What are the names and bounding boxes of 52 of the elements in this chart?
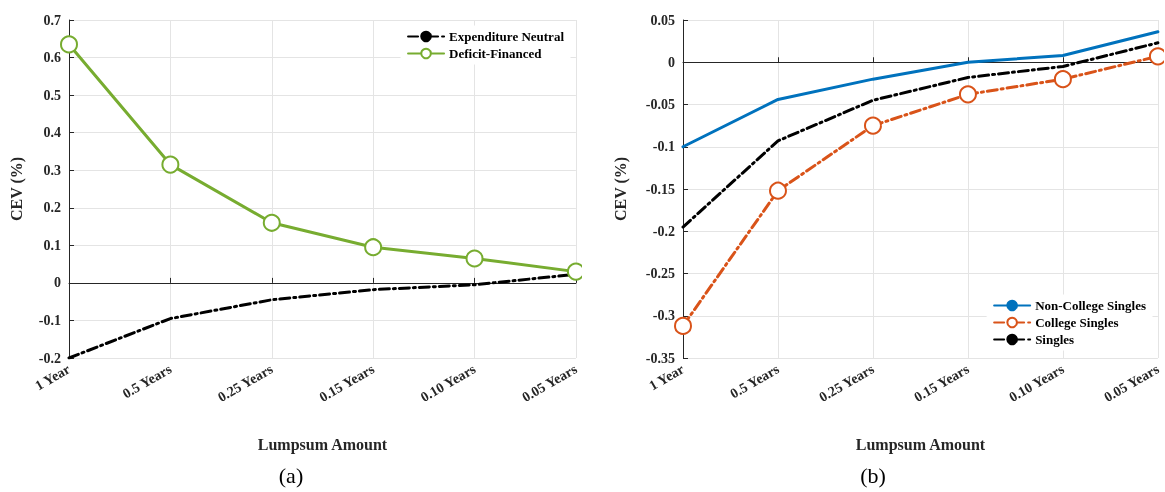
line-series: [681, 30, 1160, 149]
point: [674, 316, 692, 335]
point: [863, 116, 882, 135]
y-tick-label: 0.4: [43, 125, 61, 141]
x-tick-label: 0.05 Years: [519, 361, 581, 405]
x-axis-title: Lumpsum Amount: [257, 435, 388, 454]
legend-label: Singles: [1035, 332, 1075, 347]
y-tick-label: -0.2: [652, 223, 675, 239]
y-tick-label: -0.35: [645, 350, 675, 366]
point: [364, 238, 383, 257]
y-tick-label: 0: [54, 275, 61, 291]
x-tick-label: 0.10 Years: [418, 361, 479, 405]
y-tick-label: -0.1: [652, 139, 675, 155]
x-tick-label: 0.25 Years: [215, 361, 276, 405]
y-axis-title: CEV (%): [7, 156, 26, 222]
line-series: [681, 41, 1160, 229]
y-tick-label: 0.7: [43, 12, 61, 28]
x-tick-label: 0.5 Years: [727, 361, 783, 402]
y-tick-label: -0.25: [645, 266, 675, 281]
text: (a): [278, 462, 304, 488]
y-tick-label: 0.05: [650, 12, 675, 28]
legend-label: College Singles: [1035, 315, 1119, 330]
text: (b): [860, 462, 886, 488]
y-axis-title: CEV (%): [611, 156, 630, 222]
x-tick-label: 0.15 Years: [911, 361, 973, 405]
x-tick-label: 0.10 Years: [1006, 361, 1068, 405]
point: [161, 155, 180, 174]
y-tick-label: -0.15: [645, 181, 675, 197]
point: [60, 35, 78, 54]
y-tick-label: 0.2: [43, 200, 61, 216]
x-tick-label: 0.25 Years: [816, 361, 878, 405]
y-tick-label: 0.1: [43, 237, 61, 253]
point: [1053, 70, 1072, 89]
x-tick-label: 0.5 Years: [119, 361, 175, 402]
y-tick-label: 0.6: [43, 50, 61, 66]
point: [465, 249, 484, 268]
y-tick-label: -0.2: [38, 350, 61, 366]
y-tick-label: -0.3: [652, 308, 675, 324]
y-tick-label: 0.3: [43, 162, 61, 178]
point: [262, 213, 281, 232]
y-tick-label: 0: [668, 54, 675, 70]
x-tick-label: 0.15 Years: [316, 361, 378, 405]
x-axis-title: Lumpsum Amount: [855, 435, 986, 454]
y-tick-label: -0.1: [38, 312, 61, 328]
point: [958, 85, 977, 104]
legend-label: Non-College Singles: [1035, 298, 1147, 313]
x-tick-label: 0.05 Years: [1101, 361, 1163, 405]
legend-label: Deficit-Financed: [449, 46, 543, 61]
y-tick-label: -0.05: [645, 97, 675, 112]
legend-label: Expenditure Neutral: [449, 29, 565, 44]
y-tick-label: 0.5: [43, 87, 61, 103]
point: [769, 181, 787, 200]
